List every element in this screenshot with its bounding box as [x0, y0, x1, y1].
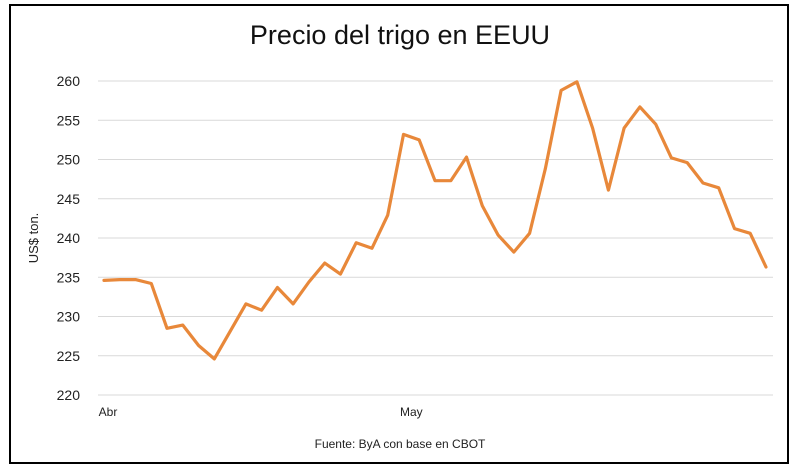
x-tick-label: May [400, 405, 423, 419]
y-tick-label: 255 [57, 112, 81, 128]
source-note: Fuente: ByA con base en CBOT [314, 437, 486, 451]
y-axis-ticks: 260 255 250 245 240 235 230 225 220 [57, 73, 81, 403]
chart-title: Precio del trigo en EEUU [249, 20, 551, 50]
y-tick-label: 260 [57, 73, 81, 89]
x-axis-ticks: Abr May [99, 405, 423, 419]
y-tick-label: 250 [57, 152, 81, 168]
y-tick-label: 220 [57, 387, 81, 403]
series-line-wheat-price [102, 80, 768, 361]
gridlines [98, 80, 773, 396]
data-points [102, 80, 768, 361]
y-tick-label: 240 [57, 230, 81, 246]
y-tick-label: 225 [57, 348, 81, 364]
x-tick-label: Abr [99, 405, 118, 419]
y-axis-label: US$ ton. [26, 213, 41, 264]
line-chart: 260 255 250 245 240 235 230 225 220 Abr May US$ t… [26, 73, 773, 419]
y-tick-label: 245 [57, 191, 81, 207]
y-tick-label: 235 [57, 269, 81, 285]
y-tick-label: 230 [57, 309, 81, 325]
